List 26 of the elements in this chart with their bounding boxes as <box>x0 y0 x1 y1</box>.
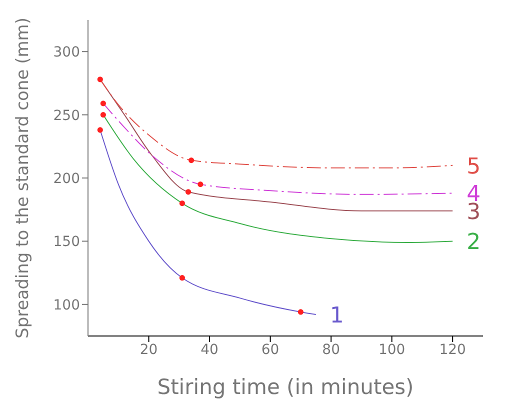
point <box>298 309 304 315</box>
y-tick-label: 200 <box>53 170 80 187</box>
point <box>100 100 106 106</box>
x-tick-label: 100 <box>378 342 406 358</box>
y-tick-label: 150 <box>53 234 80 250</box>
series-label: 1 <box>330 304 344 329</box>
x-tick-label: 60 <box>261 342 280 358</box>
point <box>97 127 103 133</box>
y-tick-label: 300 <box>53 44 80 61</box>
x-tick-label: 120 <box>439 342 466 358</box>
point <box>179 200 185 206</box>
x-axis-title: Stiring time (in minutes) <box>157 375 414 399</box>
x-tick-label: 20 <box>140 342 158 358</box>
y-tick-label: 100 <box>53 297 80 314</box>
series-label: 5 <box>466 154 481 180</box>
y-axis-title: Spreading to the standard cone (mm) <box>13 18 34 338</box>
y-tick-label: 250 <box>53 108 80 124</box>
point <box>100 112 106 118</box>
point <box>198 182 204 188</box>
point <box>179 275 185 281</box>
point <box>188 158 194 164</box>
x-tick-label: 40 <box>200 342 218 358</box>
point <box>185 189 192 195</box>
series-label: 2 <box>466 230 481 256</box>
point <box>97 76 103 82</box>
x-tick-label: 80 <box>322 342 340 358</box>
